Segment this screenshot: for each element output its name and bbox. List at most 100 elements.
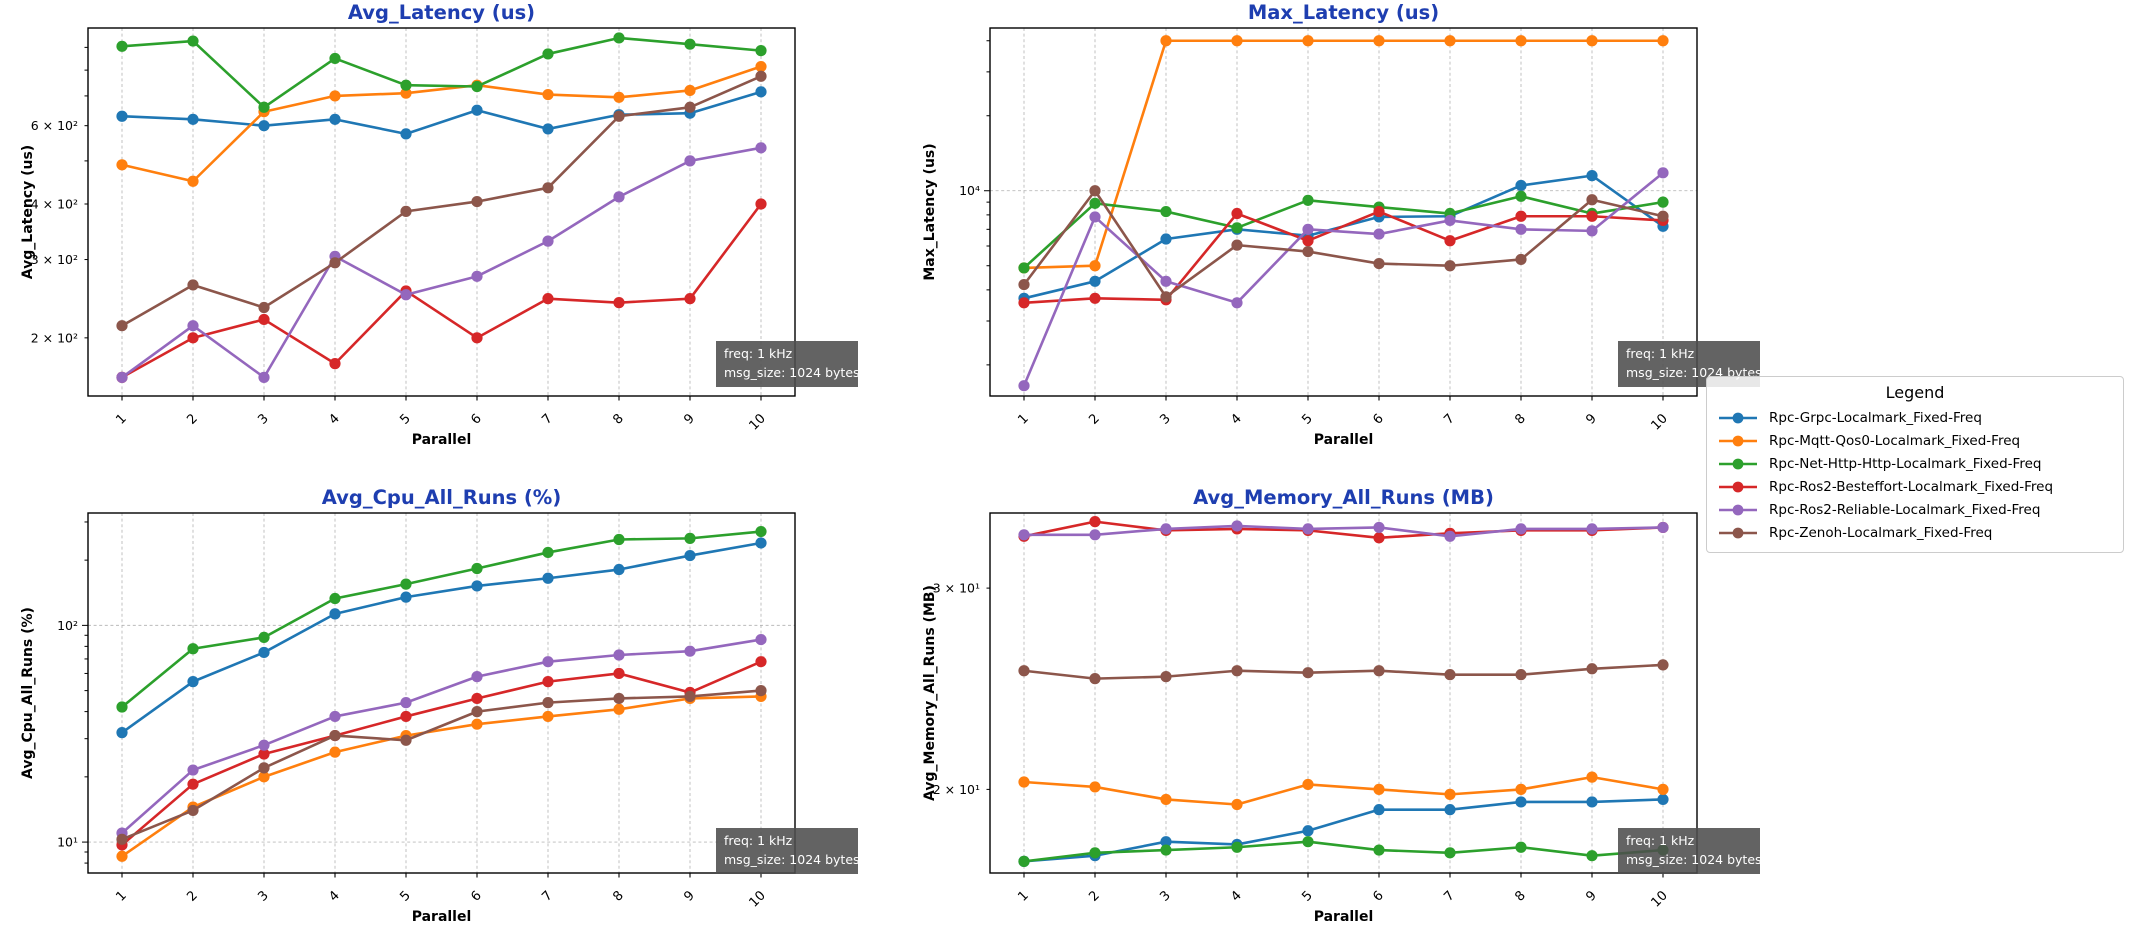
series-line <box>1023 39 1663 270</box>
data-point <box>684 549 696 562</box>
data-point <box>542 676 554 688</box>
data-point <box>1231 798 1243 811</box>
data-point <box>542 546 554 559</box>
data-point <box>613 110 625 122</box>
data-point <box>329 358 341 370</box>
x-tick-label: 9 <box>1583 888 1599 904</box>
data-point <box>329 52 341 65</box>
data-point <box>1018 855 1030 867</box>
data-point <box>258 301 270 314</box>
data-point <box>1373 228 1385 240</box>
data-point <box>187 113 199 125</box>
data-point <box>542 48 554 60</box>
data-point <box>1302 778 1314 791</box>
data-point <box>613 32 625 44</box>
data-point <box>1586 771 1598 783</box>
series-line <box>121 530 762 709</box>
x-tick-label: 1 <box>113 411 129 427</box>
data-point <box>1018 776 1030 788</box>
data-point <box>1160 836 1172 848</box>
legend-marker-dot <box>1732 435 1744 446</box>
data-point <box>542 88 554 101</box>
data-point <box>1586 850 1598 862</box>
legend-item: Rpc-Mqtt-Qos0-Localmark_Fixed-Freq <box>1717 429 2113 452</box>
x-tick-label: 5 <box>1299 411 1315 427</box>
x-tick-label: 2 <box>1086 411 1102 427</box>
legend-item-label: Rpc-Net-Http-Http-Localmark_Fixed-Freq <box>1769 455 2042 472</box>
data-point <box>400 128 412 140</box>
legend-marker-dot <box>1732 412 1744 423</box>
data-point <box>684 84 696 97</box>
legend-marker-icon <box>1719 527 1757 538</box>
data-point <box>187 804 199 817</box>
data-point <box>1231 841 1243 853</box>
legend-item-label: Rpc-Mqtt-Qos0-Localmark_Fixed-Freq <box>1769 432 2021 449</box>
data-point <box>1089 847 1101 859</box>
data-point <box>1586 663 1598 675</box>
plot-border <box>87 512 796 874</box>
data-point <box>1302 836 1314 848</box>
series-line <box>1023 798 1664 863</box>
annotation-box: freq: 1 kHz msg_size: 1024 bytes <box>716 828 860 874</box>
series-rpc-grpc-localmark-fixed-freq <box>116 86 767 140</box>
x-tick-label: 6 <box>468 411 484 427</box>
series-line <box>121 203 763 379</box>
data-point <box>755 60 767 73</box>
data-point <box>1515 669 1527 681</box>
y-axis-label: Avg_Memory_All_Runs (MB) <box>922 585 938 801</box>
data-point <box>684 293 696 305</box>
data-point <box>1302 235 1314 247</box>
legend-item-label: Rpc-Grpc-Localmark_Fixed-Freq <box>1769 409 1982 426</box>
x-tick-label: 10 <box>1649 411 1671 433</box>
data-point <box>258 313 270 326</box>
x-tick-label: 6 <box>468 888 484 904</box>
data-point <box>1657 210 1669 222</box>
data-point <box>613 297 625 309</box>
data-point <box>542 235 554 247</box>
data-point <box>116 833 128 845</box>
x-tick-label: 4 <box>1228 411 1244 427</box>
data-point <box>1089 529 1101 541</box>
data-point <box>116 701 128 713</box>
series-rpc-grpc-localmark-fixed-freq <box>116 537 767 739</box>
data-point <box>1018 278 1030 291</box>
x-tick-label: 4 <box>326 888 342 904</box>
data-point <box>1444 214 1456 227</box>
series-line <box>121 146 762 379</box>
data-point <box>1586 225 1598 237</box>
chart-title: Avg_Latency (us) <box>348 1 535 24</box>
data-point <box>755 525 767 538</box>
series-rpc-zenoh-localmark-fixed-freq <box>1018 659 1669 685</box>
data-point <box>1373 205 1385 218</box>
series-rpc-net-http-http-localmark-fixed-freq <box>116 32 767 113</box>
series-line <box>1023 840 1664 863</box>
data-point <box>187 279 199 291</box>
data-point <box>1586 210 1598 222</box>
data-point <box>1302 35 1314 47</box>
x-tick-label: 2 <box>1086 888 1102 904</box>
plot-border <box>989 512 1698 874</box>
legend-item-label: Rpc-Ros2-Besteffort-Localmark_Fixed-Freq <box>1769 478 2054 495</box>
data-point <box>613 91 625 103</box>
y-tick-label: 6 × 10² <box>31 118 78 133</box>
data-point <box>116 727 128 739</box>
data-point <box>1444 235 1456 247</box>
data-point <box>1089 292 1101 304</box>
data-point <box>400 205 412 217</box>
x-tick-label: 9 <box>681 411 697 427</box>
data-point <box>400 578 412 590</box>
x-tick-label: 7 <box>1441 888 1457 904</box>
x-tick-label: 9 <box>681 888 697 904</box>
data-point <box>1586 796 1598 808</box>
data-point <box>1444 669 1456 681</box>
data-point <box>187 778 199 790</box>
data-point <box>1089 185 1101 197</box>
data-point <box>1515 523 1527 535</box>
series-rpc-zenoh-localmark-fixed-freq <box>116 70 767 332</box>
data-point <box>1018 665 1030 677</box>
data-point <box>1018 262 1030 274</box>
x-tick-label: 10 <box>1649 888 1671 910</box>
data-point <box>116 320 128 332</box>
annotation-line: msg_size: 1024 bytes <box>1626 851 1762 867</box>
